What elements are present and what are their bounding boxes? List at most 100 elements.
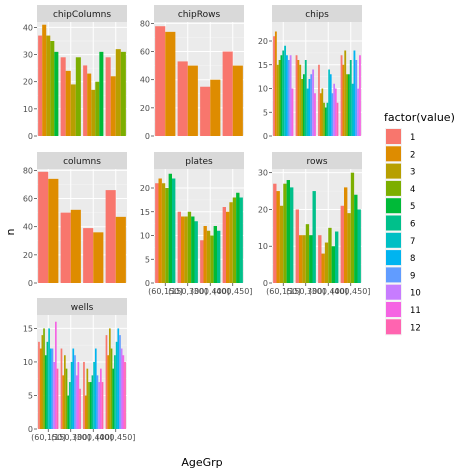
bar [321,88,324,136]
bar [206,230,211,283]
x-tick-label: (150,300] [51,433,90,442]
bar [62,375,64,429]
bar [284,45,287,136]
y-tick-label: 15 [140,208,150,217]
bar [75,375,78,429]
facet-panel-chipRows: chipRows 0 20 40 60 80 [140,5,244,141]
y-tick-label: 0 [263,279,268,288]
bar [299,235,303,283]
bar [217,230,221,283]
bar [124,361,126,429]
bar [324,242,329,283]
facet-strip-label: rows [306,157,327,167]
bar [114,355,116,429]
bar [44,355,47,429]
bar [67,395,70,429]
bar [165,31,176,136]
bar [89,382,92,429]
x-tick-label: (300,400] [74,433,113,442]
legend-swatch [386,267,401,283]
bar [187,65,198,136]
bar [187,211,192,283]
bar [50,41,55,136]
legend-item: 10 [385,283,421,301]
bar [91,89,96,136]
bar [83,228,94,283]
bar [326,102,329,136]
bar [110,76,116,136]
facet-strip [37,5,127,22]
bar [229,202,233,283]
bar [94,348,97,429]
legend-label: 2 [410,150,415,160]
y-tick-label: 5 [145,255,150,264]
bar [105,57,111,136]
bar [331,246,335,283]
bar [344,50,347,136]
facet-panel-rows: rows 0 10 20 30 (60,150](150,300](300,400](40… [258,152,370,296]
bar [181,216,185,283]
bar [70,84,76,136]
bar [318,235,322,283]
bar [119,335,121,429]
bar [86,368,89,429]
bar [328,69,330,136]
facet-strip [154,5,244,22]
bar [46,35,51,137]
bar [328,227,332,283]
bar [93,361,95,429]
bar [161,183,166,283]
bar [43,328,45,429]
bar [357,88,360,136]
bar [279,205,284,283]
bar [289,55,292,136]
bar [273,183,277,283]
legend-label: 6 [410,220,415,230]
y-tick-label: 40 [23,23,33,32]
facet-strip-label: plates [185,157,213,167]
bar [117,328,120,429]
y-tick-label: 40 [23,223,33,232]
bar [333,83,335,136]
bar [273,36,275,136]
bar [200,240,204,283]
y-tick-label: 0 [28,132,33,141]
bar [203,226,207,283]
x-tick-label: (150,300] [286,287,325,296]
y-tick-label: 20 [140,184,150,193]
bar [155,183,159,283]
bar [280,55,283,136]
bar [359,55,361,136]
bar [38,341,40,429]
bar [335,231,339,283]
bar [239,197,243,283]
legend-item: 11 [385,301,421,318]
bar [48,178,59,283]
bar [291,88,294,136]
bar [347,74,350,136]
bar [54,51,59,136]
x-tick-label: (400,450] [331,287,370,296]
bar [349,60,352,136]
bar [286,55,288,136]
bar [39,348,42,429]
bar [222,51,233,136]
bar [177,61,188,136]
y-tick-label: 5 [263,108,268,117]
legend-swatch [386,198,401,214]
bar [306,88,309,136]
bar [331,93,334,136]
facet-strip [272,152,362,169]
bar [340,205,344,283]
bar [287,60,290,136]
bar [60,212,71,283]
legend-item: 8 [385,249,415,267]
bar [41,335,44,429]
y-tick-label: 0 [28,279,33,288]
facet-strip-label: columns [63,157,101,167]
bar [346,74,348,136]
bar [324,107,327,136]
bar [210,235,214,283]
legend-swatch [386,146,401,162]
legend-title: factor(value) [384,111,455,124]
